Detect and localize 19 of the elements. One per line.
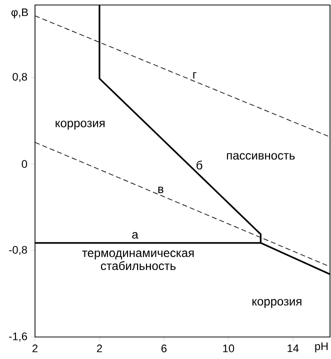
series-label: в bbox=[158, 186, 164, 194]
x-tick-label: 14 bbox=[288, 344, 299, 352]
y-tick-label: 0,8 bbox=[12, 72, 27, 82]
series-label: а bbox=[132, 232, 138, 239]
annotation: коррозия bbox=[56, 120, 105, 130]
x-tick-label: 10 bbox=[223, 344, 234, 352]
annotation: пассивность bbox=[226, 153, 295, 160]
y-axis-title: φ,В bbox=[11, 8, 28, 18]
x-tick-label: 2 bbox=[32, 344, 38, 352]
y-tick-label: 0 bbox=[22, 160, 28, 168]
x-tick-label: 6 bbox=[161, 344, 167, 352]
x-tick-label: 2 bbox=[96, 344, 102, 352]
annotation: термодинамическая стабильность bbox=[82, 250, 194, 270]
annotation: коррозия bbox=[252, 299, 302, 308]
y-tick-label: -0,8 bbox=[9, 246, 27, 256]
x-axis-title: pH bbox=[315, 342, 328, 352]
series-label: б bbox=[196, 160, 202, 170]
series-label: г bbox=[193, 72, 196, 79]
y-tick-label: -1,6 bbox=[9, 332, 27, 342]
